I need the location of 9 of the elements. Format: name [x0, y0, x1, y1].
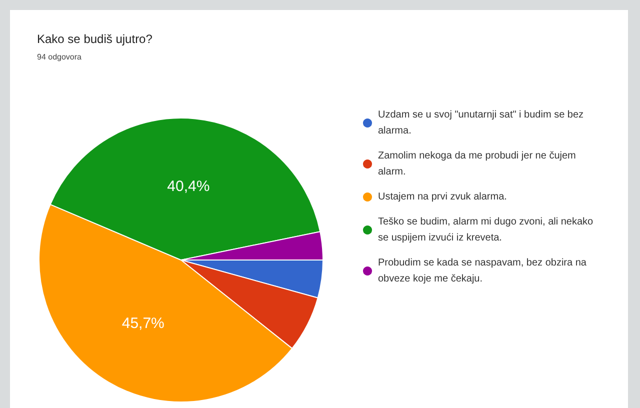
legend-label: Ustajem na prvi zvuk alarma.: [378, 192, 507, 202]
legend-label: Probudim se kada se naspavam, bez obzira na obveze koje me čekaju.: [378, 258, 590, 284]
legend-label: Zamolim nekoga da me probudi jer ne čujem alarm.: [378, 150, 579, 178]
legend-label: Teško se budim, alarm mi dugo zvoni, ali nekako se uspijem izvući iz kreveta.: [378, 216, 596, 244]
legend-label: Uzdam se u svoj "unutarnji sat" i budim se bez alarma.: [378, 110, 586, 136]
data-label: 40,4%: [167, 178, 210, 195]
data-label: 45,7%: [122, 315, 164, 332]
chart-subtitle: 94 odgovora: [37, 52, 82, 62]
chart-title: Kako se budiš ujutro?: [37, 32, 153, 46]
